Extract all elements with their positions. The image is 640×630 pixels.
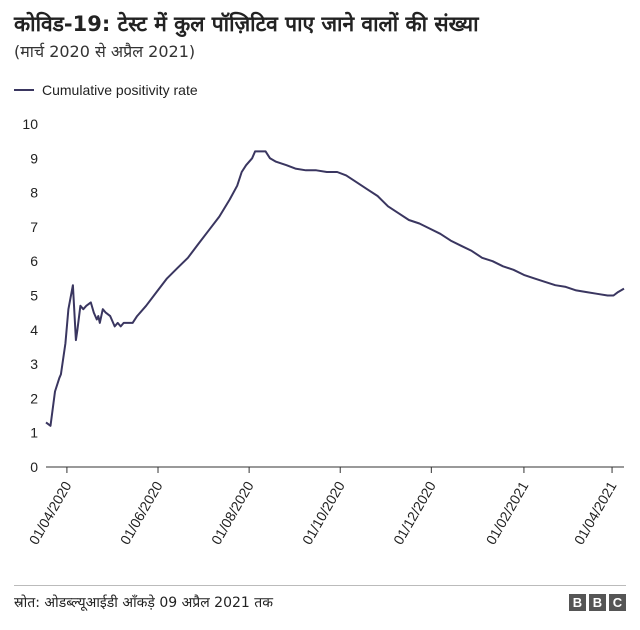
series-line xyxy=(45,150,625,427)
bbc-logo-letter: B xyxy=(569,594,586,611)
bbc-logo-letter: B xyxy=(589,594,606,611)
x-tick-label: 01/12/2020 xyxy=(390,478,439,547)
y-axis: 0 1 2 3 4 5 6 7 8 9 10 xyxy=(22,116,38,475)
y-tick-label: 3 xyxy=(30,356,38,372)
x-tick-label: 01/04/2021 xyxy=(571,478,620,547)
y-tick-label: 0 xyxy=(30,459,38,475)
y-tick-label: 1 xyxy=(30,425,38,441)
y-tick-label: 5 xyxy=(30,288,38,304)
y-tick-label: 9 xyxy=(30,150,38,166)
chart-legend: Cumulative positivity rate xyxy=(14,80,198,100)
x-tick-label: 01/10/2020 xyxy=(299,478,348,547)
x-tick-label: 01/08/2020 xyxy=(208,478,257,547)
plot-area xyxy=(45,150,625,427)
chart-subtitle: (मार्च 2020 से अप्रैल 2021) xyxy=(14,42,196,61)
x-axis: 01/04/2020 01/06/2020 01/08/2020 01/10/2020… xyxy=(26,466,624,547)
footer-divider xyxy=(14,585,626,586)
y-tick-label: 10 xyxy=(22,116,38,132)
bbc-logo-letter: C xyxy=(609,594,626,611)
legend-line-swatch xyxy=(14,89,34,91)
line-chart: 0 1 2 3 4 5 6 7 8 9 10 01/04/2020 01/06/2020 01/08/2… xyxy=(22,116,625,547)
legend-label: Cumulative positivity rate xyxy=(42,82,198,98)
y-tick-label: 6 xyxy=(30,253,38,269)
bbc-logo: B B C xyxy=(569,594,626,611)
y-tick-label: 4 xyxy=(30,322,38,338)
x-tick-label: 01/06/2020 xyxy=(117,478,166,547)
chart-title: कोविड-19: टेस्ट में कुल पॉज़िटिव पाए जान… xyxy=(14,12,479,36)
y-tick-label: 8 xyxy=(30,185,38,201)
y-tick-label: 2 xyxy=(30,390,38,406)
y-tick-label: 7 xyxy=(30,219,38,235)
x-tick-label: 01/04/2020 xyxy=(26,478,75,547)
source-note: स्रोत: ओडब्ल्यूआईडी ऑंकड़े 09 अप्रैल 202… xyxy=(14,595,273,611)
x-tick-label: 01/02/2021 xyxy=(483,478,532,547)
